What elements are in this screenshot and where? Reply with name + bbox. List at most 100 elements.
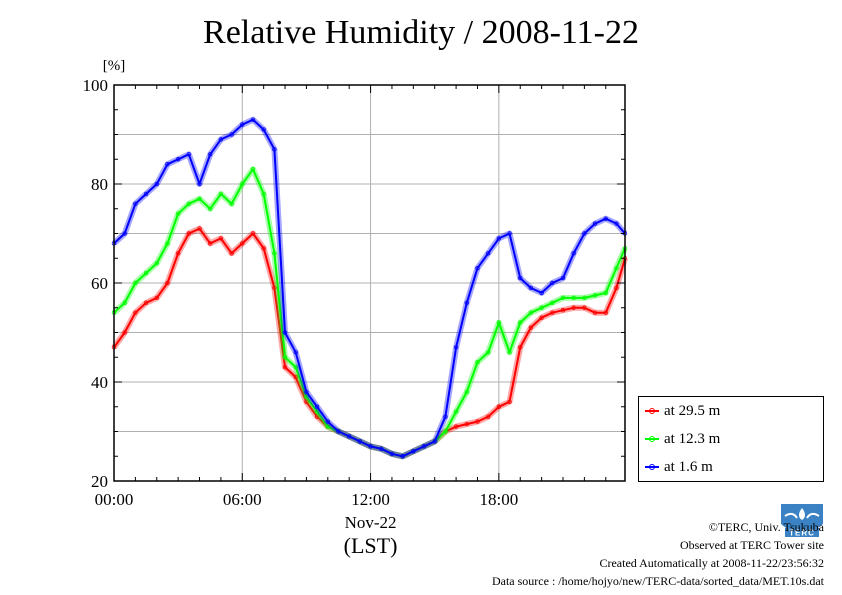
created-text: Created Automatically at 2008-11-22/23:5… <box>599 556 824 570</box>
data-point <box>186 231 192 236</box>
data-point <box>368 444 373 449</box>
data-point <box>261 191 266 197</box>
svg-text:TERC: TERC <box>789 529 815 538</box>
data-point <box>518 320 523 325</box>
data-point <box>475 360 480 365</box>
data-point <box>464 421 469 427</box>
data-point <box>165 161 170 167</box>
data-point <box>133 280 138 286</box>
data-point <box>539 290 544 296</box>
data-point <box>614 265 619 271</box>
data-point <box>379 446 384 452</box>
data-point <box>464 389 469 395</box>
data-point <box>304 389 309 395</box>
data-point <box>218 137 224 142</box>
data-point <box>357 439 363 444</box>
data-point <box>293 364 298 370</box>
data-point <box>571 251 576 256</box>
series-layer <box>111 116 628 460</box>
legend-label: at 1.6 m <box>664 458 713 475</box>
data-point <box>464 300 469 305</box>
data-point <box>304 394 309 400</box>
x-tick-label: 00:00 <box>95 490 134 509</box>
x-axis-label: Nov-22 <box>345 513 397 532</box>
data-point <box>453 345 459 350</box>
data-point <box>496 320 502 325</box>
data-point <box>154 295 159 301</box>
legend-item-1-6m: at 1.6 m <box>645 457 713 477</box>
data-point <box>208 152 213 157</box>
data-point <box>197 196 202 202</box>
data-point <box>453 424 459 429</box>
data-point <box>400 454 405 459</box>
data-point <box>485 251 491 256</box>
data-point <box>122 300 127 305</box>
data-point <box>346 434 352 439</box>
data-point <box>560 308 566 313</box>
data-point <box>485 414 491 419</box>
data-point <box>432 439 437 444</box>
x-tick-label: 06:00 <box>223 490 262 509</box>
data-point <box>507 399 512 404</box>
data-point <box>528 325 534 330</box>
data-point <box>528 310 534 315</box>
data-point <box>485 350 491 355</box>
data-point <box>208 206 213 211</box>
data-point <box>560 275 566 281</box>
data-point <box>143 191 149 197</box>
data-point <box>539 305 544 310</box>
data-point <box>336 429 341 434</box>
data-point <box>186 201 192 206</box>
chart-title: Relative Humidity / 2008-11-22 <box>203 14 639 51</box>
data-point <box>240 241 245 246</box>
data-point <box>325 424 331 429</box>
legend-label: at 29.5 m <box>664 402 721 419</box>
data-point <box>507 350 512 355</box>
data-point <box>614 285 619 291</box>
y-tick-label: 20 <box>91 472 108 491</box>
data-point <box>571 305 576 310</box>
legend-item-12-3m: at 12.3 m <box>645 429 720 449</box>
legend: at 29.5 m at 12.3 m at 1.6 m <box>638 396 824 482</box>
data-point <box>550 300 555 305</box>
data-point <box>133 201 138 206</box>
data-point <box>272 285 277 291</box>
y-tick-label: 60 <box>91 274 108 293</box>
data-point <box>229 251 234 256</box>
x-tick-label: 12:00 <box>351 490 390 509</box>
data-point <box>282 355 288 360</box>
data-point <box>122 330 127 335</box>
data-point <box>560 295 566 301</box>
data-point <box>443 414 448 419</box>
ticks: 20 40 60 80 100 00:00 06:00 12:00 18:00 <box>83 76 625 509</box>
data-point <box>539 315 544 320</box>
data-point <box>293 374 298 380</box>
data-point <box>186 152 192 157</box>
data-point <box>218 236 224 241</box>
data-point <box>240 181 245 187</box>
series-band <box>111 225 628 460</box>
y-axis-label: [%] <box>103 58 126 74</box>
y-tick-label: 40 <box>91 373 108 392</box>
legend-item-29-5m: at 29.5 m <box>645 401 720 421</box>
data-point <box>603 290 608 296</box>
data-point <box>165 241 170 246</box>
data-point <box>582 295 587 301</box>
data-point <box>411 449 416 454</box>
data-point <box>272 251 277 256</box>
legend-label: at 12.3 m <box>664 430 721 447</box>
data-point <box>614 221 619 226</box>
data-point <box>518 345 523 350</box>
data-point <box>475 265 480 271</box>
series-line <box>113 118 626 458</box>
data-point <box>282 330 288 335</box>
data-point <box>197 181 202 187</box>
data-point <box>272 147 277 152</box>
data-point <box>175 157 181 162</box>
data-point <box>582 305 587 310</box>
data-point <box>240 122 245 127</box>
data-point <box>550 310 555 315</box>
data-point <box>314 409 320 414</box>
data-point <box>518 275 523 281</box>
data-point <box>175 211 181 216</box>
